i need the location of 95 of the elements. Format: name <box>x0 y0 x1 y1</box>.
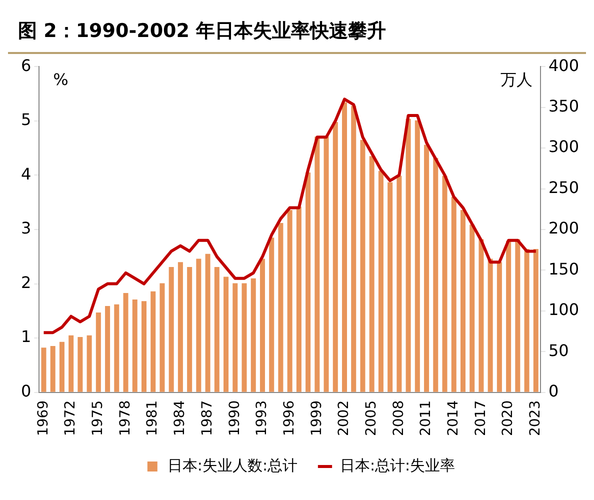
bar <box>506 240 512 392</box>
bar <box>86 335 92 392</box>
bar <box>150 291 156 392</box>
x-tick-label: 1975 <box>90 400 106 436</box>
bar <box>378 170 384 392</box>
bar <box>314 136 320 392</box>
y-tick-label: 2 <box>20 272 32 292</box>
bar <box>59 342 64 392</box>
y2-tick-label: 300 <box>548 137 580 156</box>
x-tick-label: 1969 <box>35 400 52 436</box>
bar <box>141 301 146 392</box>
x-tick-label: 2008 <box>390 400 407 436</box>
x-tick-label: 1987 <box>199 400 216 436</box>
bar <box>470 224 475 392</box>
y-tick-label: 5 <box>20 110 32 130</box>
bar <box>50 346 56 392</box>
x-tick-label: 2017 <box>472 400 489 436</box>
y-tick-label: 6 <box>20 56 32 75</box>
x-tick-label: 2011 <box>418 400 434 436</box>
bar <box>396 176 402 392</box>
x-tick-label: 1981 <box>144 400 161 436</box>
bar <box>205 254 210 392</box>
legend-label: 日本:失业人数:总计 <box>167 456 298 474</box>
x-tick-label: 2020 <box>500 400 516 436</box>
x-tick-label: 1978 <box>117 400 134 436</box>
x-tick-label: 2002 <box>336 400 352 436</box>
bar <box>460 210 466 392</box>
bar <box>332 122 338 392</box>
chart-title: 图 2：1990-2002 年日本失业率快速攀升 <box>8 8 586 54</box>
bar <box>424 144 430 392</box>
bar <box>160 283 165 392</box>
bar <box>114 304 120 392</box>
bar <box>41 348 46 392</box>
bar <box>296 206 302 392</box>
bar <box>488 258 493 392</box>
bar <box>178 262 183 392</box>
x-tick-label: 2005 <box>363 400 380 436</box>
y2-axis-title: 万人 <box>500 70 532 89</box>
bar <box>250 278 256 392</box>
bar <box>515 239 520 392</box>
bar <box>287 210 292 392</box>
bar <box>132 300 138 392</box>
y2-tick-label: 400 <box>548 56 580 75</box>
bar <box>168 266 174 392</box>
y2-tick-label: 100 <box>548 300 580 320</box>
bar <box>442 176 448 392</box>
y-tick-label: 0 <box>20 382 32 401</box>
legend-label: 日本:总计:失业率 <box>340 456 456 474</box>
x-tick-label: 1972 <box>62 400 79 436</box>
bar <box>96 312 101 392</box>
bar <box>278 222 284 392</box>
bar <box>187 266 192 392</box>
bar <box>496 262 502 392</box>
y-tick-label: 4 <box>20 164 32 184</box>
bar <box>369 156 374 392</box>
bar <box>342 102 348 392</box>
y-tick-label: 1 <box>20 327 32 346</box>
bar <box>451 196 456 392</box>
bar <box>351 106 356 392</box>
bar <box>68 335 74 392</box>
x-tick-label: 1999 <box>308 400 325 436</box>
bar <box>269 238 274 392</box>
y2-tick-label: 250 <box>548 178 580 197</box>
y-tick-label: 3 <box>20 218 32 238</box>
x-tick-label: 2014 <box>446 400 462 436</box>
bar <box>388 182 393 392</box>
bar <box>406 118 411 392</box>
y2-tick-label: 200 <box>548 218 580 238</box>
y2-tick-label: 50 <box>548 340 569 360</box>
x-tick-label: 1993 <box>254 400 270 436</box>
bar <box>196 258 202 392</box>
x-tick-label: 1984 <box>172 400 188 436</box>
bar <box>78 336 83 392</box>
bar <box>105 306 110 392</box>
bar <box>414 120 420 392</box>
y2-tick-label: 0 <box>548 382 559 401</box>
y2-tick-label: 350 <box>548 96 580 116</box>
bar <box>524 249 530 392</box>
bar <box>324 136 329 392</box>
bar <box>214 266 220 392</box>
x-tick-label: 1996 <box>281 400 298 436</box>
bar <box>533 249 538 392</box>
bar <box>224 276 229 392</box>
y2-tick-label: 150 <box>548 259 580 278</box>
x-tick-label: 1990 <box>226 400 243 436</box>
bar <box>123 293 128 392</box>
bar <box>232 283 238 392</box>
bar <box>260 258 265 392</box>
bar <box>433 158 438 392</box>
x-tick-label: 2023 <box>528 400 544 436</box>
bar <box>360 140 366 392</box>
bar <box>242 283 247 392</box>
y-axis-title: % <box>53 70 68 89</box>
bar <box>306 172 311 392</box>
bar <box>478 239 484 392</box>
